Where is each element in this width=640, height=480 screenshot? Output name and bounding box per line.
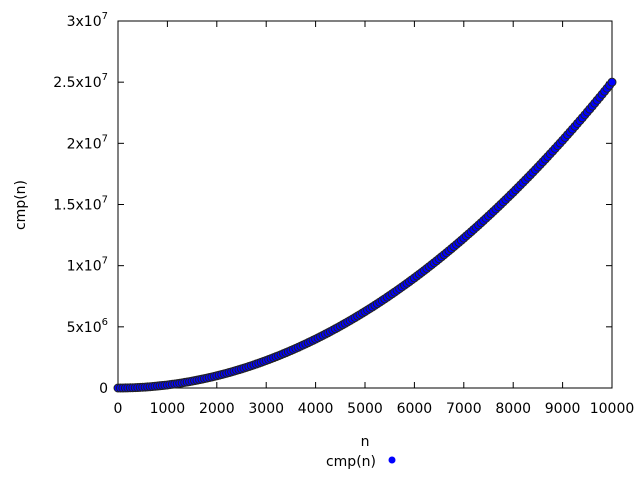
y-axis: 0 5x106 1x107 1.5x107 2x107 2.5x107 3x107	[53, 11, 612, 397]
y-tick-label: 1.5x107	[53, 195, 108, 214]
x-axis-title: n	[361, 434, 370, 450]
x-tick-label: 0	[114, 401, 123, 417]
x-tick-label: 1000	[150, 401, 186, 417]
x-tick-label: 3000	[248, 401, 284, 417]
y-tick-label: 3x107	[67, 11, 108, 30]
y-tick-label: 0	[99, 381, 108, 397]
y-tick-label: 5x106	[67, 317, 108, 336]
legend-label: cmp(n)	[326, 454, 376, 470]
x-tick-label: 6000	[397, 401, 433, 417]
data-point	[607, 77, 617, 87]
x-tick-label: 10000	[590, 401, 635, 417]
x-tick-label: 8000	[495, 401, 531, 417]
plot-frame	[117, 20, 613, 389]
y-axis-title: cmp(n)	[13, 180, 29, 230]
x-tick-label: 9000	[545, 401, 581, 417]
y-tick-label: 2x107	[67, 133, 108, 152]
series-cmp-n	[113, 77, 617, 393]
x-tick-label: 5000	[347, 401, 383, 417]
y-tick-label: 2.5x107	[53, 72, 108, 91]
legend: cmp(n)	[326, 454, 396, 470]
y-tick-label: 1x107	[67, 256, 108, 275]
x-tick-label: 4000	[298, 401, 334, 417]
legend-marker	[388, 456, 396, 464]
x-tick-label: 7000	[446, 401, 482, 417]
x-axis: 0 1000 2000 3000 4000 5000 6000 7000 8000 9000 100…	[114, 21, 635, 417]
x-tick-label: 2000	[199, 401, 235, 417]
